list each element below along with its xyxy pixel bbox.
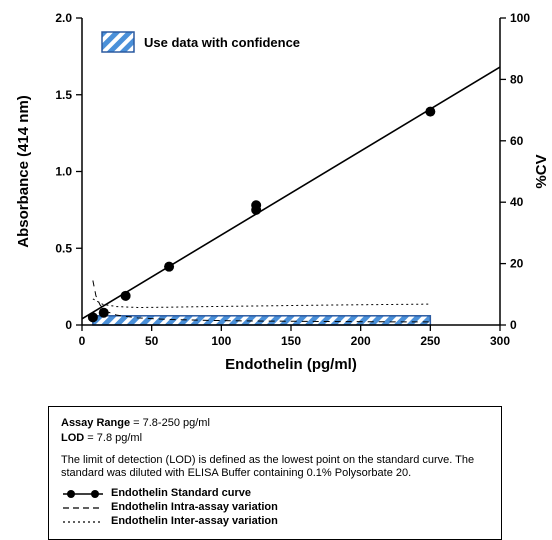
y-left-axis-label: Absorbance (414 nm) [15,95,32,248]
confidence-swatch-icon [102,32,134,52]
svg-text:100: 100 [211,334,231,348]
confidence-legend-label: Use data with confidence [144,35,300,50]
svg-text:20: 20 [510,257,524,271]
legend-label: Endothelin Standard curve [111,487,251,501]
svg-text:0.5: 0.5 [55,241,72,255]
svg-text:300: 300 [490,334,510,348]
dotted-line-icon [61,515,105,529]
assay-range-label: Assay Range [61,417,130,429]
svg-text:1.0: 1.0 [55,165,72,179]
assay-range-value: = 7.8-250 pg/ml [130,417,210,429]
legend-label: Endothelin Inter-assay variation [111,515,278,529]
svg-text:0: 0 [65,318,72,332]
svg-text:80: 80 [510,72,524,86]
info-legend: Endothelin Standard curve Endothelin Int… [61,487,489,529]
info-body: The limit of detection (LOD) is defined … [61,454,489,482]
svg-text:1.5: 1.5 [55,88,72,102]
svg-text:0: 0 [510,318,517,332]
chart-svg: 05010015020025030000.51.01.52.0020406080… [0,0,552,390]
svg-text:2.0: 2.0 [55,11,72,25]
confidence-legend: Use data with confidence [102,32,300,52]
info-box: Assay Range = 7.8-250 pg/ml LOD = 7.8 pg… [48,406,502,540]
svg-text:100: 100 [510,11,530,25]
chart-area: 05010015020025030000.51.01.52.0020406080… [0,0,552,390]
svg-text:50: 50 [145,334,159,348]
legend-item-inter: Endothelin Inter-assay variation [61,515,489,529]
svg-text:40: 40 [510,195,524,209]
svg-text:0: 0 [79,334,86,348]
dashed-line-icon [61,501,105,515]
x-axis-label: Endothelin (pg/ml) [225,356,357,373]
legend-label: Endothelin Intra-assay variation [111,501,278,515]
svg-text:250: 250 [420,334,440,348]
y-right-axis-label: %CV [533,154,550,188]
svg-text:60: 60 [510,134,524,148]
legend-item-standard: Endothelin Standard curve [61,487,489,501]
lod-label: LOD [61,432,84,444]
solid-line-marker-icon [61,487,105,501]
svg-text:150: 150 [281,334,301,348]
assay-range-row: Assay Range = 7.8-250 pg/ml [61,417,489,431]
svg-text:200: 200 [351,334,371,348]
lod-row: LOD = 7.8 pg/ml [61,432,489,446]
legend-item-intra: Endothelin Intra-assay variation [61,501,489,515]
page-root: { "chart": { "type": "line-scatter-dual-… [0,0,552,540]
lod-value: = 7.8 pg/ml [84,432,142,444]
